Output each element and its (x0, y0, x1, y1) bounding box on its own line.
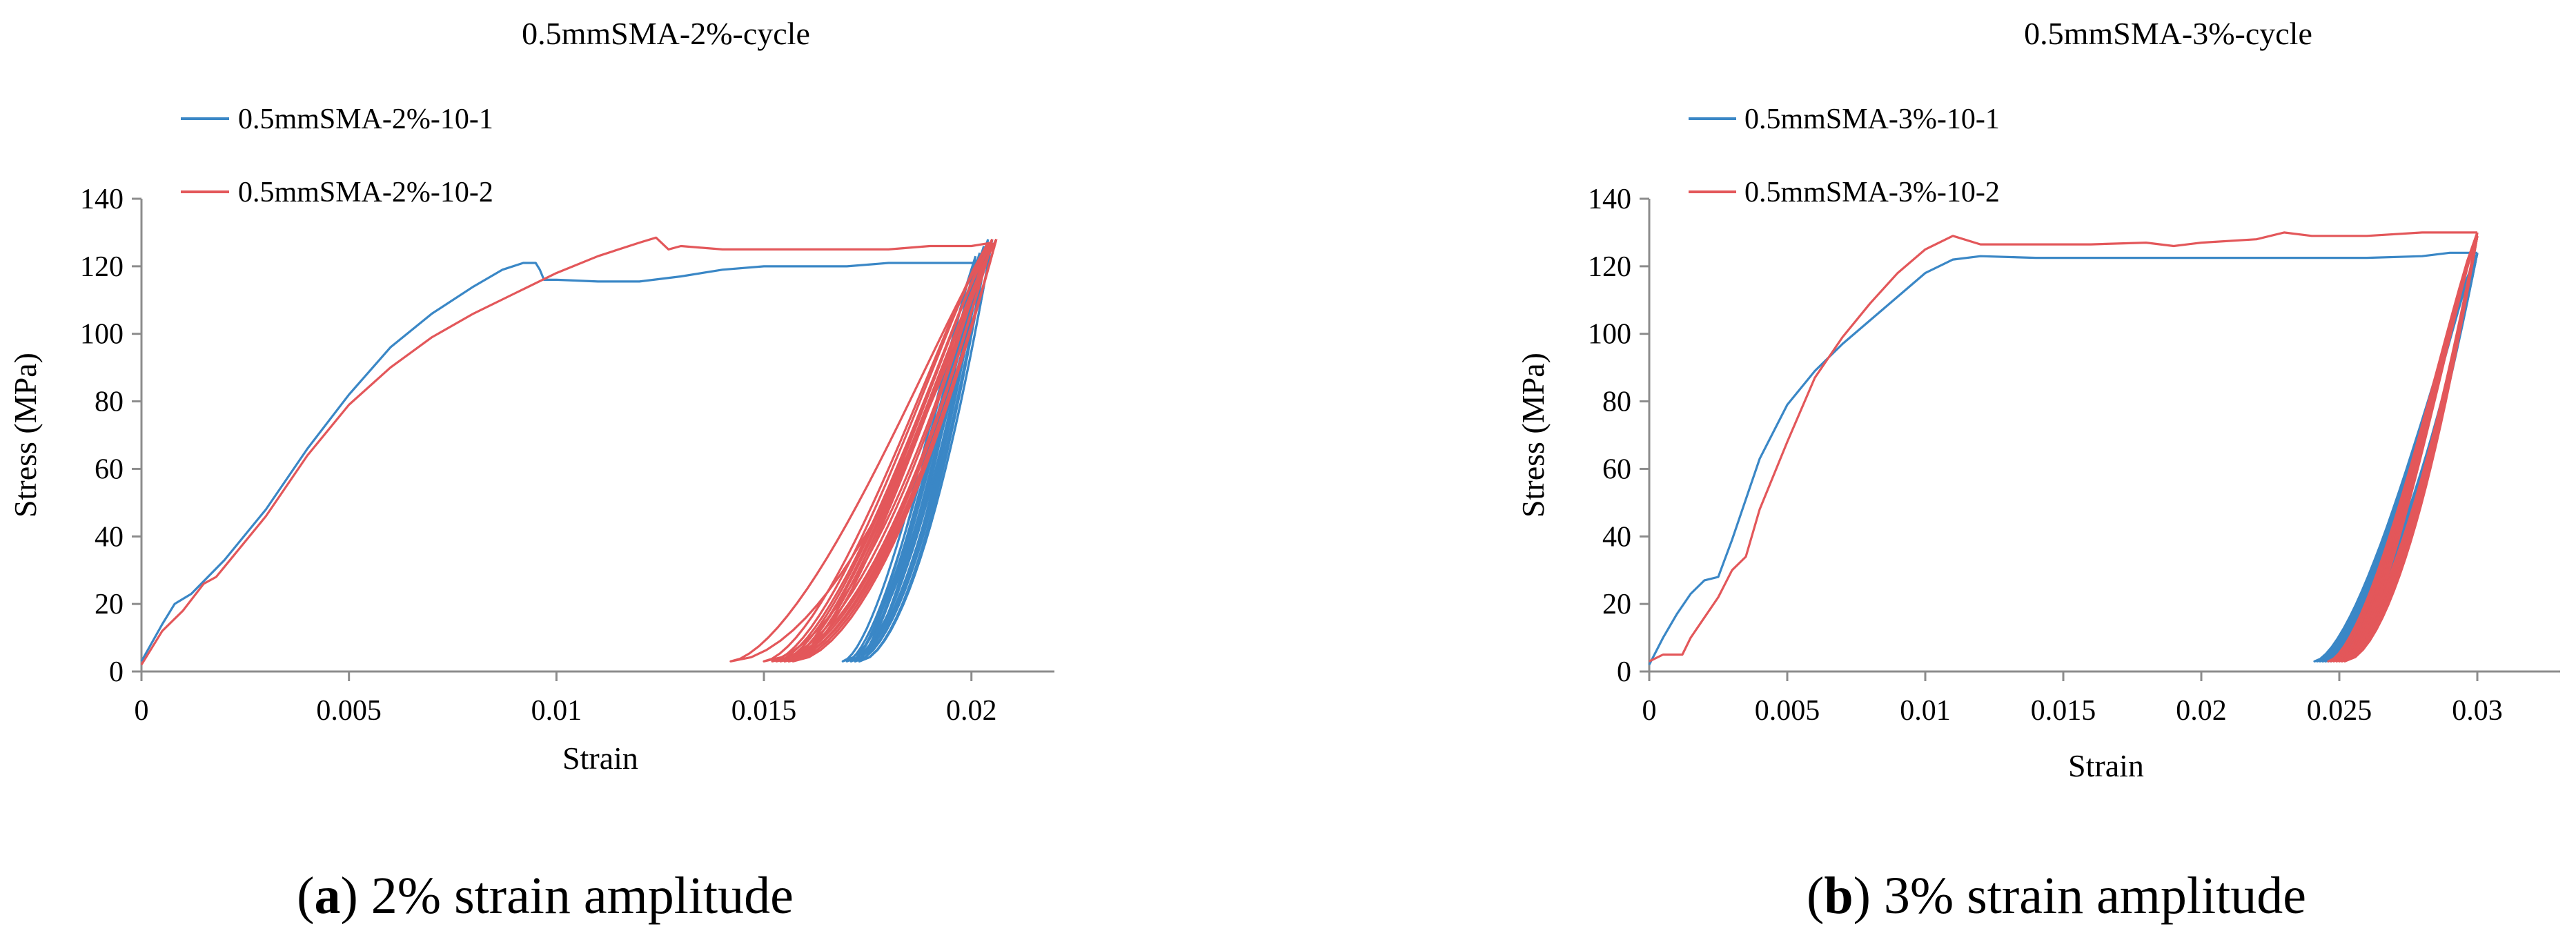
y-tick-label: 40 (1602, 521, 1631, 553)
series-2-loading-line (140, 236, 993, 666)
series-1-loading-line (140, 262, 980, 663)
series-2-cycle-10 (792, 238, 998, 663)
y-tick-label: 120 (80, 251, 124, 283)
caption-a-close: ) (340, 867, 357, 925)
series-2 (140, 236, 998, 666)
y-tick-label: 20 (95, 589, 124, 620)
series-2 (1649, 231, 2479, 663)
y-tick-label: 100 (1588, 319, 1631, 351)
series-1 (1648, 251, 2479, 665)
series-2-cycle-9 (787, 238, 998, 663)
y-tick-label: 80 (95, 386, 124, 418)
caption-a-text: 2% strain amplitude (358, 867, 794, 925)
caption-a-open: ( (297, 867, 314, 925)
caption-b: (b) 3% strain amplitude (1807, 867, 2306, 925)
y-tick-label: 0 (109, 656, 124, 688)
chart-title: 0.5mmSMA-2%-cycle (522, 16, 810, 51)
y-tick-label: 20 (1602, 589, 1631, 620)
y-axis-label: Stress (MPa) (8, 353, 43, 518)
series-2-cycle-10 (2343, 235, 2479, 663)
y-tick-label: 120 (1588, 251, 1631, 283)
x-tick-label: 0.01 (1900, 695, 1951, 727)
x-tick-label: 0.015 (2031, 695, 2096, 727)
y-tick-label: 60 (95, 453, 124, 485)
caption-a: (a) 2% strain amplitude (297, 867, 794, 925)
y-tick-label: 100 (80, 319, 124, 351)
chart-title: 0.5mmSMA-3%-cycle (2024, 16, 2312, 51)
series-1-cycle-10 (858, 239, 994, 663)
legend-label: 0.5mmSMA-2%-10-1 (238, 104, 493, 135)
series-2-cycle-2 (763, 242, 990, 663)
chart-panel-b: 0.5mmSMA-3%-cycle 0 20 40 60 80 100 120 140 0 0.00… (1515, 16, 2560, 783)
caption-b-text: 3% strain amplitude (1871, 867, 2306, 925)
y-axis-label: Stress (MPa) (1515, 353, 1551, 518)
x-tick-label: 0.02 (946, 695, 997, 727)
y-tick-label: 0 (1617, 656, 1631, 688)
x-tick-label: 0 (135, 695, 149, 727)
x-axis-label: Strain (562, 741, 638, 776)
series-2-cycle-3 (771, 242, 990, 663)
x-tick-label: 0 (1642, 695, 1657, 727)
x-tick-label: 0.025 (2307, 695, 2372, 727)
y-tick-label: 140 (80, 184, 124, 215)
series-1-loading-line (1648, 251, 2477, 665)
x-tick-label: 0.005 (1755, 695, 1820, 727)
series-2-cycle-2 (2330, 232, 2479, 663)
legend-label: 0.5mmSMA-3%-10-2 (1744, 177, 2000, 208)
x-tick-label: 0.03 (2452, 695, 2503, 727)
x-tick-label: 0.005 (316, 695, 382, 727)
legend-label: 0.5mmSMA-2%-10-2 (238, 177, 493, 208)
y-tick-label: 60 (1602, 453, 1631, 485)
legend-label: 0.5mmSMA-3%-10-1 (1744, 104, 2000, 135)
series-2-loading-line (1649, 231, 2477, 663)
y-tick-label: 40 (95, 521, 124, 553)
caption-b-letter: b (1824, 867, 1853, 925)
x-axis-label: Strain (2068, 748, 2144, 783)
x-tick-label: 0.015 (731, 695, 797, 727)
caption-a-letter: a (314, 867, 340, 925)
series-2-cycle-3 (2332, 232, 2479, 663)
y-tick-label: 80 (1602, 386, 1631, 418)
series-2-cycle-1 (2327, 232, 2479, 663)
caption-b-close: ) (1854, 867, 1871, 925)
caption-b-open: ( (1807, 867, 1824, 925)
y-tick-label: 140 (1588, 184, 1631, 215)
x-tick-label: 0.02 (2176, 695, 2227, 727)
x-tick-label: 0.01 (531, 695, 582, 727)
chart-panel-a: 0.5mmSMA-2%-cycle 0 20 40 60 80 100 120 140 0 0.00… (8, 16, 1054, 776)
